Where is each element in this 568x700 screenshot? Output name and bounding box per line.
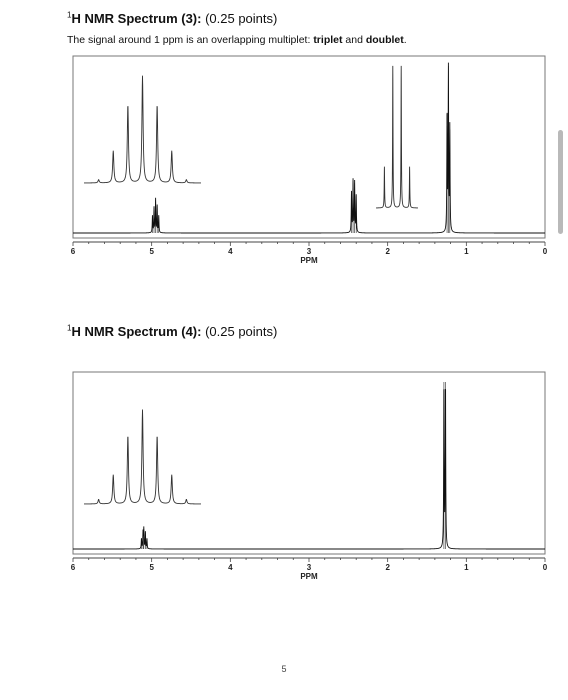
superscript-one: 1 xyxy=(67,323,72,333)
inset-multiplet-trace xyxy=(84,75,201,184)
tick-label: 2 xyxy=(385,563,390,572)
page-number: 5 xyxy=(281,664,287,674)
tick-label: 6 xyxy=(71,563,76,572)
spectrum-4-points: (0.25 points) xyxy=(201,324,278,339)
nmr-spectrum-4-svg: 6 5 4 3 2 1 0 PPM xyxy=(71,371,548,581)
note-doublet: doublet xyxy=(365,34,404,46)
x-axis-title: PPM xyxy=(300,572,318,581)
inset-multiplet-trace xyxy=(84,409,201,505)
nmr-spectrum-3-svg: 6 5 4 3 2 1 0 PPM xyxy=(71,55,548,265)
spectrum-trace xyxy=(73,389,545,550)
note-triplet: triplet xyxy=(313,34,343,46)
tick-label: 1 xyxy=(464,247,469,256)
spectrum-3-title: H NMR Spectrum (3): xyxy=(71,11,202,26)
plot-frame xyxy=(72,55,546,239)
spectrum-3-note: The signal around 1 ppm is an overlappin… xyxy=(67,34,407,46)
nmr-spectrum-3: 6 5 4 3 2 1 0 PPM xyxy=(64,52,554,282)
tick-label: 4 xyxy=(228,563,233,572)
inset-multiplet-trace xyxy=(376,65,418,209)
tick-label: 5 xyxy=(149,247,154,256)
tick-label: 0 xyxy=(543,563,548,572)
scrollbar[interactable] xyxy=(558,130,563,234)
nmr-spectrum-4: 6 5 4 3 2 1 0 PPM xyxy=(64,368,554,598)
spectrum-3-heading: 1H NMR Spectrum (3): (0.25 points) xyxy=(67,11,277,26)
note-text: The signal around 1 ppm is an overlappin… xyxy=(67,34,314,46)
tick-label: 3 xyxy=(307,563,312,572)
note-and: and xyxy=(342,34,366,46)
spectrum-4-heading: 1H NMR Spectrum (4): (0.25 points) xyxy=(67,324,277,339)
tick-label: 6 xyxy=(71,247,76,256)
spectrum-4-title: H NMR Spectrum (4): xyxy=(71,324,202,339)
tick-label: 2 xyxy=(385,247,390,256)
tick-label: 0 xyxy=(543,247,548,256)
tick-label: 4 xyxy=(228,247,233,256)
tick-label: 5 xyxy=(149,563,154,572)
superscript-one: 1 xyxy=(67,10,72,20)
spectrum-trace xyxy=(73,62,545,234)
tick-label: 3 xyxy=(307,247,312,256)
note-period: . xyxy=(403,34,407,46)
plot-frame xyxy=(72,371,546,555)
tick-label: 1 xyxy=(464,563,469,572)
x-axis-title: PPM xyxy=(300,256,318,265)
spectrum-3-points: (0.25 points) xyxy=(201,11,278,26)
